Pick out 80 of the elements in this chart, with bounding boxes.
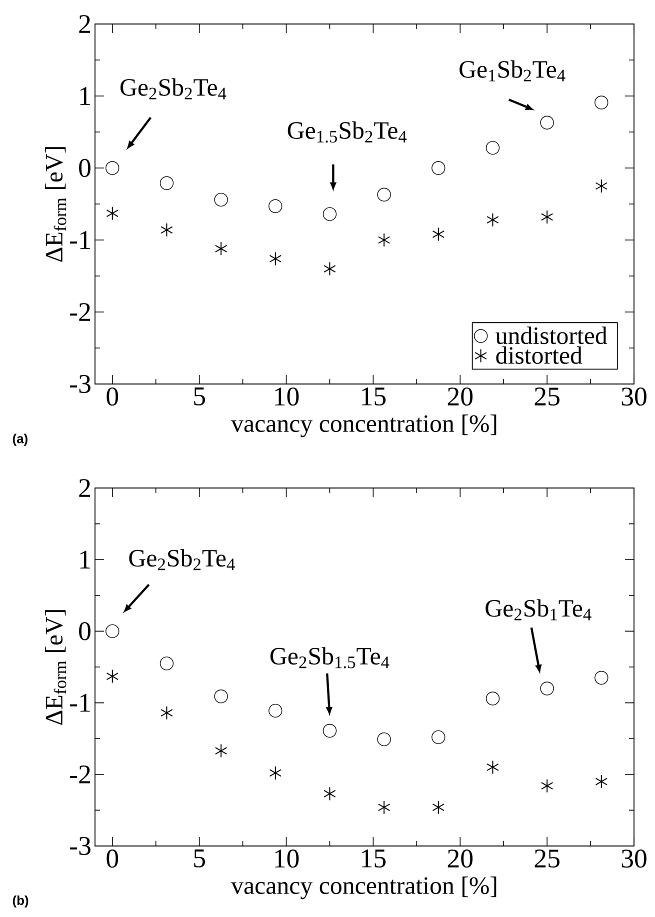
legend-label: undistorted [496, 326, 608, 344]
point [322, 207, 337, 221]
annotation: Ge$_{2}$Sb$_{1}$Te$_{4}$ [486, 599, 592, 620]
y-tick-label: 1 [80, 550, 90, 568]
point [377, 188, 391, 202]
x-tick-label: 0 [106, 850, 118, 868]
point [377, 732, 391, 746]
x-tick-label: 30 [622, 850, 646, 868]
y-tick-label: -2 [70, 303, 90, 321]
text: (a) [12, 434, 28, 446]
point [595, 774, 608, 789]
point [540, 116, 554, 130]
point [432, 800, 445, 814]
legend-label: distorted [496, 346, 582, 364]
x-tick-label: 15 [362, 388, 386, 406]
point [160, 176, 174, 190]
x-tick-label: 20 [448, 388, 473, 406]
point [486, 760, 499, 774]
point [432, 730, 446, 744]
annotation: Ge$_{1}$Sb$_{2}$Te$_{4}$ [460, 60, 566, 82]
x-tick-label: 20 [448, 850, 473, 868]
x-tick-label: 15 [362, 850, 386, 868]
x-tick-label: 30 [622, 388, 646, 406]
y-tick-label: 0 [79, 622, 90, 640]
point [486, 692, 500, 706]
point [106, 669, 119, 684]
point [269, 766, 282, 780]
y-tick-label: 0 [79, 158, 90, 178]
point [106, 206, 119, 220]
y-tick-label: -3 [70, 374, 90, 394]
point [214, 744, 228, 758]
x-tick-label: 5 [194, 388, 206, 406]
point [540, 682, 554, 696]
annotation: Ge$_{2}$Sb$_{2}$Te$_{4}$ [120, 78, 226, 100]
point [106, 161, 120, 175]
point [378, 232, 390, 247]
annotation: Ge$_{1.5}$Sb$_{2}$Te$_{4}$ [288, 121, 407, 143]
point [486, 212, 499, 227]
x-tick-label: 10 [275, 388, 299, 406]
point [540, 778, 554, 793]
point [214, 192, 228, 207]
y-tick-label: -2 [70, 765, 90, 784]
x-tick-label: 5 [194, 850, 206, 868]
point [594, 670, 608, 685]
point [324, 262, 336, 276]
y-tick-label: -1 [70, 694, 90, 712]
x-axis-title: vacancy concentration [%] [231, 876, 496, 900]
y-axis-title: ΔE$_{form}$ [eV] [45, 147, 66, 262]
point [160, 656, 174, 670]
y-axis-title: ΔE$_{form}$ [eV] [45, 610, 66, 725]
y-tick-label: 1 [80, 87, 90, 105]
x-tick-label: 25 [534, 388, 560, 406]
point [378, 800, 390, 814]
annotation: Ge$_{2}$Sb$_{2}$Te$_{4}$ [129, 549, 235, 570]
point [594, 96, 608, 110]
point [160, 706, 173, 720]
point [268, 199, 282, 214]
text: (b) [12, 895, 28, 908]
point [322, 724, 337, 738]
point [486, 140, 500, 155]
x-tick-label: 0 [106, 388, 118, 406]
x-tick-label: 25 [534, 850, 560, 868]
point [160, 222, 173, 237]
x-tick-label: 10 [275, 850, 299, 868]
y-tick-label: -3 [70, 836, 90, 856]
y-tick-label: 2 [79, 479, 90, 497]
point [269, 252, 282, 266]
point [432, 227, 445, 242]
point [214, 242, 228, 256]
point [324, 786, 336, 801]
y-tick-label: 2 [79, 15, 90, 33]
y-tick-label: -1 [70, 231, 90, 249]
point [214, 690, 228, 704]
x-axis-title: vacancy concentration [%] [231, 414, 496, 438]
point [106, 624, 120, 638]
point [595, 178, 608, 193]
point [540, 210, 554, 224]
annotation: Ge$_{2}$Sb$_{1.5}$Te$_{4}$ [270, 647, 390, 668]
point [432, 161, 446, 175]
point [268, 704, 282, 718]
